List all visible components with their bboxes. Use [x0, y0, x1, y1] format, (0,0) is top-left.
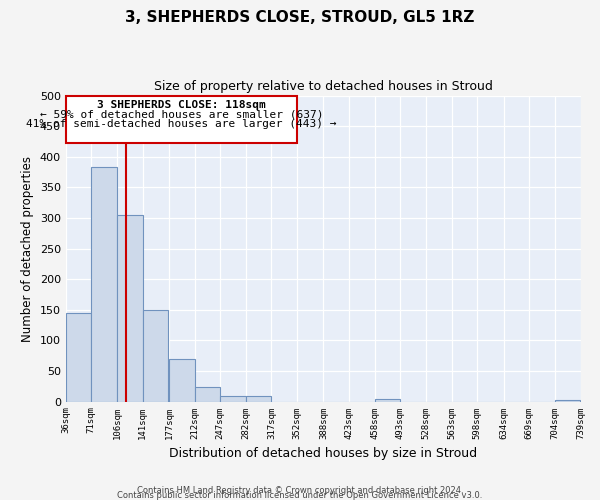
Bar [66, 314, 91, 402]
Bar [91, 166, 117, 402]
Bar [246, 396, 271, 402]
Title: Size of property relative to detached houses in Stroud: Size of property relative to detached ho… [154, 80, 493, 93]
Text: ← 59% of detached houses are smaller (637): ← 59% of detached houses are smaller (63… [40, 109, 323, 119]
Bar [194, 387, 220, 402]
Text: Contains HM Land Registry data © Crown copyright and database right 2024.: Contains HM Land Registry data © Crown c… [137, 486, 463, 495]
Text: Contains public sector information licensed under the Open Government Licence v3: Contains public sector information licen… [118, 491, 482, 500]
Text: 3, SHEPHERDS CLOSE, STROUD, GL5 1RZ: 3, SHEPHERDS CLOSE, STROUD, GL5 1RZ [125, 10, 475, 25]
X-axis label: Distribution of detached houses by size in Stroud: Distribution of detached houses by size … [169, 447, 477, 460]
Bar [169, 358, 194, 402]
Bar [555, 400, 580, 402]
Text: 41% of semi-detached houses are larger (443) →: 41% of semi-detached houses are larger (… [26, 119, 337, 129]
Bar [220, 396, 246, 402]
Text: 3 SHEPHERDS CLOSE: 118sqm: 3 SHEPHERDS CLOSE: 118sqm [97, 100, 266, 110]
Bar [375, 399, 400, 402]
Bar [117, 215, 143, 402]
FancyBboxPatch shape [66, 96, 297, 142]
Y-axis label: Number of detached properties: Number of detached properties [21, 156, 34, 342]
Bar [143, 310, 168, 402]
